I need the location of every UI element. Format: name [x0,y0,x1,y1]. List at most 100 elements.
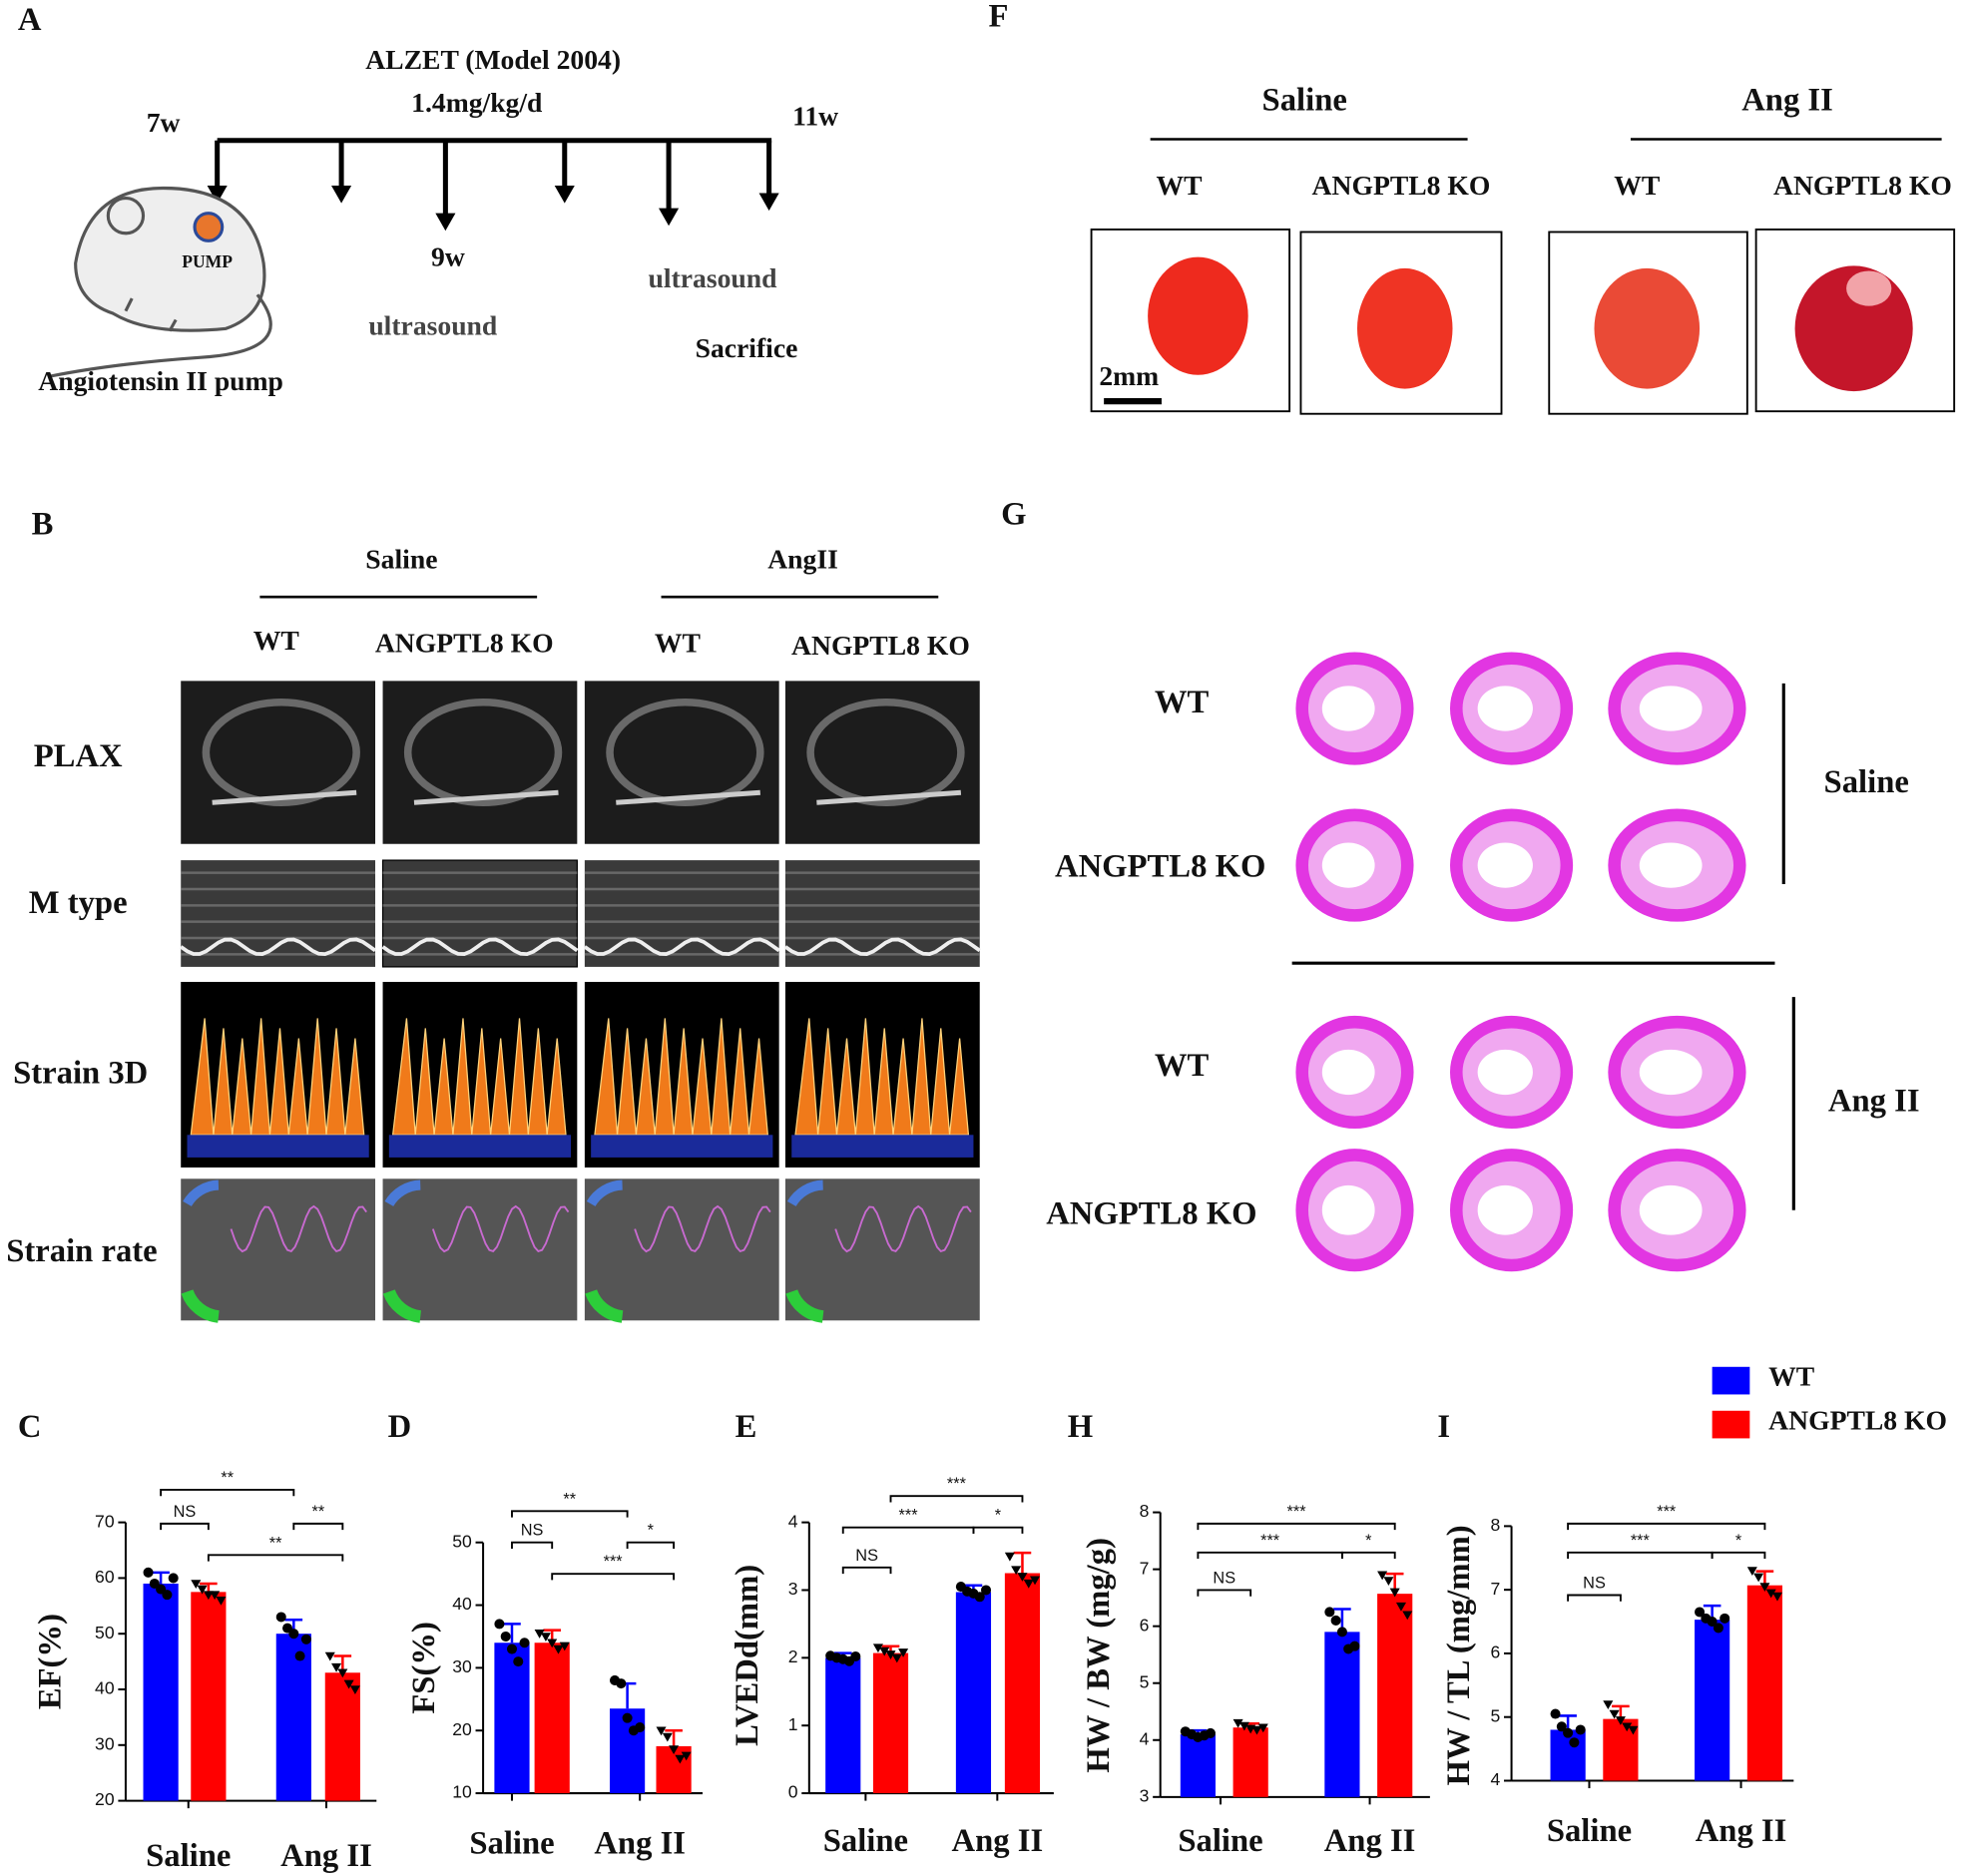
group-label: Saline [365,543,437,574]
data-point [669,1745,680,1755]
echo-trace [381,937,579,957]
x-tick-label: Saline [1178,1823,1262,1859]
x-tick-label: Ang II [1696,1813,1787,1849]
data-point [1004,1552,1015,1562]
panel-label: E [736,1409,757,1445]
significance-bracket [1567,1551,1714,1560]
y-tick-label: 30 [95,1733,115,1753]
strain-base [187,1135,369,1158]
x-tick-label: Ang II [1324,1823,1416,1859]
significance-label: *** [947,1475,967,1493]
strain-ring [786,1179,824,1207]
x-tick-label: Ang II [280,1838,372,1874]
data-point [1238,1721,1249,1731]
lumen [1639,842,1703,888]
x-tick-label: Ang II [951,1823,1043,1859]
error-bar [1013,1551,1032,1574]
y-tick-label: 6 [1140,1615,1150,1635]
significance-label: *** [1631,1532,1651,1550]
strain-rate [784,1178,980,1321]
significance-label: ** [311,1503,324,1521]
significance-bracket [1197,1551,1343,1560]
bar [1180,1734,1216,1797]
data-point [980,1585,992,1596]
y-tick-label: 20 [95,1789,115,1809]
sacrifice: Sacrifice [696,332,798,363]
echo-wall [403,698,563,807]
y-tick-label: 40 [452,1594,472,1614]
data-point [1628,1725,1639,1735]
bar [1324,1632,1360,1797]
strain-peaks [794,1018,970,1136]
y-tick-label: 4 [788,1511,798,1531]
data-point [1377,1571,1388,1581]
error-bar [1559,1714,1577,1730]
lumen [1321,686,1375,731]
data-point [337,1668,348,1678]
data-point [1330,1615,1341,1626]
data-point [1017,1573,1028,1582]
bar [872,1652,909,1794]
bar [324,1672,360,1801]
panel-label: I [1437,1409,1450,1445]
significance-label: NS [1583,1575,1606,1593]
lumen [1321,1049,1375,1096]
data-point [506,1643,518,1654]
significance-bracket [207,1554,344,1562]
bar [1232,1727,1268,1797]
strain-base [591,1135,773,1158]
data-point [1765,1589,1776,1599]
data-point [1550,1708,1561,1719]
bar [494,1642,530,1794]
significance-bracket [1567,1522,1766,1531]
panel-b: B Saline AngII WT ANGPTL8 KO WT ANGPTL8 … [6,506,981,1323]
bar [825,1657,861,1794]
data-point [1324,1607,1335,1618]
data-point [540,1633,551,1642]
data-point [300,1634,311,1644]
data-point [1753,1573,1764,1583]
y-tick-label: 5 [1140,1671,1150,1691]
y-tick-label: 10 [452,1782,472,1802]
bar [1746,1585,1783,1781]
strain-rate [584,1178,779,1321]
echo-wall [806,698,965,807]
row-label: WT [1155,685,1210,720]
significance-label: * [648,1522,655,1540]
data-point [1349,1641,1360,1651]
lumen [1639,1049,1703,1096]
row-label: M type [29,885,128,921]
legend: WT ANGPTL8 KO [1712,1361,1947,1439]
panel-label: H [1068,1409,1093,1445]
data-point [324,1651,335,1661]
data-point [1251,1725,1262,1735]
echo-mmode [584,860,779,967]
data-point [553,1644,564,1654]
y-tick-label: 4 [1490,1769,1500,1789]
echo-mmode [381,859,578,968]
data-point [1720,1613,1730,1624]
group-label: Ang II [1741,83,1833,119]
data-point [162,1590,173,1601]
data-point [1336,1627,1347,1638]
panel-label: D [388,1409,412,1445]
data-point [1575,1724,1586,1735]
data-point [191,1580,202,1590]
caption: Angiotensin II pump [38,365,283,396]
data-point [1695,1607,1706,1618]
echo-wall [616,789,760,805]
group-label: Ang II [1828,1083,1920,1119]
significance-bracket [551,1573,676,1581]
lumen [1477,686,1533,731]
significance-bracket [972,1526,1024,1534]
panel-label: G [1001,496,1026,532]
y-axis-title: LVEDd(mm) [730,1565,765,1746]
significance-bracket [511,1541,554,1550]
significance-label: NS [1213,1569,1235,1587]
data-point [275,1612,286,1623]
legend-swatch [1712,1366,1750,1395]
significance-label: *** [1260,1532,1280,1550]
